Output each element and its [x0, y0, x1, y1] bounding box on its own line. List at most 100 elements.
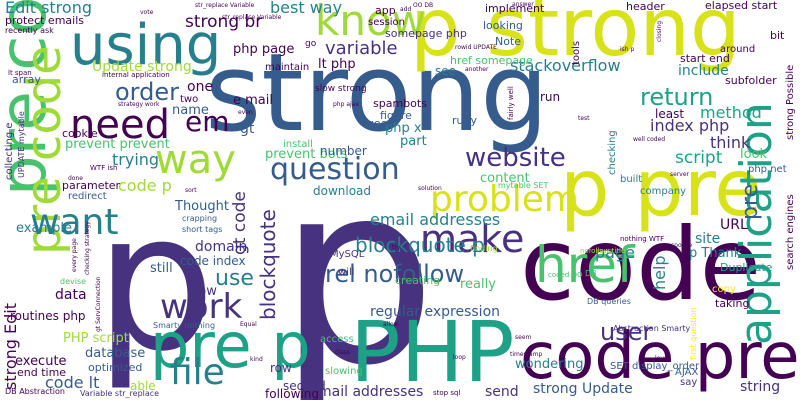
word-number: number	[320, 144, 367, 158]
word-string: string	[740, 379, 781, 395]
word-prevent-prevent: prevent prevent	[65, 137, 170, 152]
word-cookie: cookie	[62, 127, 98, 140]
word-slow-strong: slow strong	[315, 84, 367, 94]
word-maintain: maintain	[265, 62, 310, 73]
word-update-strong: Update strong	[92, 59, 192, 75]
word-user: user	[600, 318, 653, 346]
word-look: look	[740, 147, 768, 162]
word-company: company	[640, 186, 687, 197]
word-include: include	[678, 63, 729, 79]
word-str-replace-variable-top: str_replace Variable	[195, 2, 255, 9]
word-smarty-nothing: Smarty nothing	[153, 321, 216, 330]
word-DB: DB	[585, 269, 597, 278]
word-database: database	[85, 346, 146, 361]
word-wtf-ish: WTF ish	[90, 164, 118, 172]
word-built: built	[620, 174, 643, 185]
word-equal: Equal	[240, 321, 257, 328]
word-test: test	[578, 115, 590, 122]
word-php-page: php page	[233, 42, 295, 57]
word-use: use	[215, 266, 254, 291]
word-wondering: wondering	[515, 357, 584, 372]
word-subfolder: subfolder	[725, 74, 777, 87]
word-taking: taking	[715, 297, 750, 310]
word-think: think	[710, 133, 751, 152]
word-rel-nofollow: rel nofollow	[325, 260, 465, 288]
word-php-net: php net	[748, 164, 787, 175]
word-install: install	[283, 139, 313, 150]
word-note: Note	[495, 35, 522, 48]
word-work: work	[160, 287, 243, 327]
word-p-giant: p	[278, 129, 437, 400]
word-way: way	[155, 137, 236, 183]
word-timestamp: timestamp	[510, 351, 543, 358]
word-row: row	[270, 361, 292, 375]
word-example: example	[16, 221, 72, 236]
word-parameter: parameter	[62, 179, 121, 192]
word-checking-strategy: checking strategy	[84, 221, 91, 275]
word-good: good	[367, 117, 395, 130]
word-order: order	[115, 78, 179, 106]
word-really: really	[460, 277, 496, 292]
word-go: go	[305, 39, 317, 49]
word-set-display-order: SET display_order	[610, 361, 700, 372]
word-code-right: code	[520, 206, 762, 323]
word-regular-expression: regular expression	[370, 304, 501, 320]
word-p-strong-top: p strong	[410, 0, 741, 74]
word-end-time: end time	[17, 366, 67, 379]
word-using: using	[70, 13, 222, 78]
word-variable: variable	[325, 38, 398, 59]
word-site: site	[695, 231, 721, 247]
word-even: even	[238, 109, 253, 116]
word-want: want	[30, 202, 119, 243]
word-domain: domain	[195, 239, 248, 255]
word-fairly-well: fairly well	[507, 86, 515, 120]
word-routines-php: routines php	[10, 309, 86, 323]
word-href-somepage: href somepage	[450, 54, 533, 67]
word-thought: Thought	[175, 199, 229, 214]
word-tools: tools	[571, 40, 582, 65]
word-strategy-work: strategy work	[118, 101, 160, 108]
word-looking: looking	[483, 19, 523, 32]
word-update-mytable: UPDATE mytable	[17, 111, 26, 178]
word-question: question	[270, 152, 400, 187]
word-data: data	[55, 287, 87, 303]
word-strong-possible: strong Possible	[785, 64, 796, 140]
word-now: now	[190, 284, 217, 299]
word-prevent-bots: prevent bots	[265, 147, 348, 162]
word-know: know	[315, 0, 426, 45]
word-nofollow-title: nofollow title	[580, 247, 626, 255]
word-str-replace-variable: str_replace Variable	[222, 14, 282, 21]
word-search-engines: search engines	[785, 194, 796, 270]
word-header: header	[626, 0, 665, 13]
word-spambots: spambots	[373, 97, 427, 110]
word-problem: problem	[430, 179, 579, 220]
word-least: least	[655, 107, 685, 121]
word-oo-db: OO DB	[413, 2, 434, 9]
word-content: content	[480, 171, 530, 186]
word-bit: bit	[770, 29, 785, 42]
word-nothing-wtf: nothing WTF	[620, 235, 665, 243]
word-solution: solution	[418, 185, 442, 192]
word-first-question: first question	[689, 307, 698, 360]
word-rowid-update: rowid UPDATE	[455, 44, 497, 51]
word-collecting-e: collecting e	[4, 122, 15, 180]
word-download: download	[313, 184, 372, 198]
word-checking: checking	[607, 130, 618, 175]
word-strong-br: strong br	[185, 12, 263, 32]
word-well-coded: well coded	[633, 136, 666, 143]
word-ruby: ruby	[452, 114, 477, 127]
word-see: see	[435, 64, 457, 78]
word-part: part	[400, 134, 427, 149]
word-short-tags: short tags	[182, 225, 223, 234]
word-code-pre: code pre	[520, 320, 800, 394]
word-code-lt: code lt	[45, 373, 100, 392]
word-code-p: code p	[118, 176, 172, 195]
word-say: say	[680, 377, 698, 388]
word-edit-strong: Edit strong	[5, 0, 92, 17]
word-index-php: index php	[650, 116, 730, 135]
word-page: page	[595, 243, 635, 262]
word-server: server	[670, 171, 689, 178]
word-URL: URL	[720, 217, 748, 233]
word-start-end: start end	[680, 52, 730, 65]
word-e-mail: e mail	[233, 93, 273, 108]
